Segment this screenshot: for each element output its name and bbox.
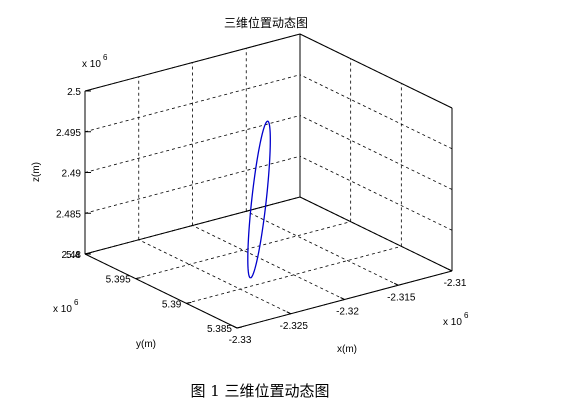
axis-box-edge <box>84 253 238 329</box>
y-tick <box>135 277 141 280</box>
y-tick-label: 5.385 <box>207 324 232 335</box>
back-wall-grid-horizontal <box>84 155 301 214</box>
y-tick-label: 5.395 <box>106 275 131 286</box>
z-tick-label: 2.49 <box>62 169 82 180</box>
x-tick-label: -2.33 <box>229 335 252 346</box>
floor-grid-line-x <box>246 210 399 286</box>
y-exponent-power: 6 <box>74 298 79 307</box>
z-tick-label: 2.5 <box>67 87 81 98</box>
side-wall-grid-horizontal <box>299 115 453 190</box>
x-tick <box>394 282 399 286</box>
y-tick <box>186 301 192 304</box>
axis-box-edge <box>299 33 453 109</box>
x-tick <box>447 268 453 272</box>
y-tick <box>236 326 243 329</box>
z-exponent-base: x 10 <box>82 59 101 70</box>
x-tick-label: -2.325 <box>280 321 309 332</box>
x-exponent: x 10 6 <box>443 311 469 328</box>
y-tick <box>84 252 91 255</box>
chart-title: 三维位置动态图 <box>224 15 308 30</box>
axis-box-edge <box>84 196 301 255</box>
y-tick-label: 5.4 <box>66 250 80 261</box>
y-tick-label: 5.39 <box>162 299 182 310</box>
z-exponent-power: 6 <box>103 53 108 62</box>
z-tick-label: 2.48 <box>62 250 82 261</box>
z-exponent: x 10 6 <box>82 53 108 70</box>
floor-grid-line-y <box>135 221 351 280</box>
z-axis-label: z(m) <box>31 162 42 182</box>
y-axis-label: y(m) <box>136 339 156 350</box>
y-exponent: x 10 6 <box>53 298 79 315</box>
side-wall-grid-horizontal <box>299 74 453 150</box>
floor-grid-line-x <box>138 239 291 315</box>
back-wall-grid-horizontal <box>84 115 301 173</box>
trajectory-line <box>247 120 271 279</box>
figure-caption: 图 1 三维位置动态图 <box>190 382 329 400</box>
floor-grid-line-x <box>192 225 345 300</box>
z-tick-label: 2.485 <box>56 209 81 220</box>
x-axis-label: x(m) <box>337 344 357 355</box>
x-tick-label: -2.315 <box>387 292 416 303</box>
x-tick <box>232 325 238 329</box>
x-tick <box>340 297 345 300</box>
tick-labels: 2.48 2.485 2.49 2.495 2.5 5.385 5.39 5.395 5.4 -2… <box>56 87 467 346</box>
x-exponent-power: 6 <box>464 311 469 320</box>
axis-box-edge <box>299 196 453 272</box>
floor-grid-line-y <box>186 245 402 304</box>
y-exponent-base: x 10 <box>53 304 72 315</box>
side-wall-grid-horizontal <box>299 155 453 231</box>
back-wall-grid-horizontal <box>84 74 301 133</box>
z-tick-label: 2.495 <box>56 128 81 139</box>
axes <box>84 33 453 329</box>
x-tick-label: -2.31 <box>444 278 467 289</box>
data-series <box>247 120 271 279</box>
x-tick <box>286 311 291 315</box>
x-tick-label: -2.32 <box>336 307 359 318</box>
axis-box-edge <box>84 33 301 92</box>
x-exponent-base: x 10 <box>443 317 462 328</box>
